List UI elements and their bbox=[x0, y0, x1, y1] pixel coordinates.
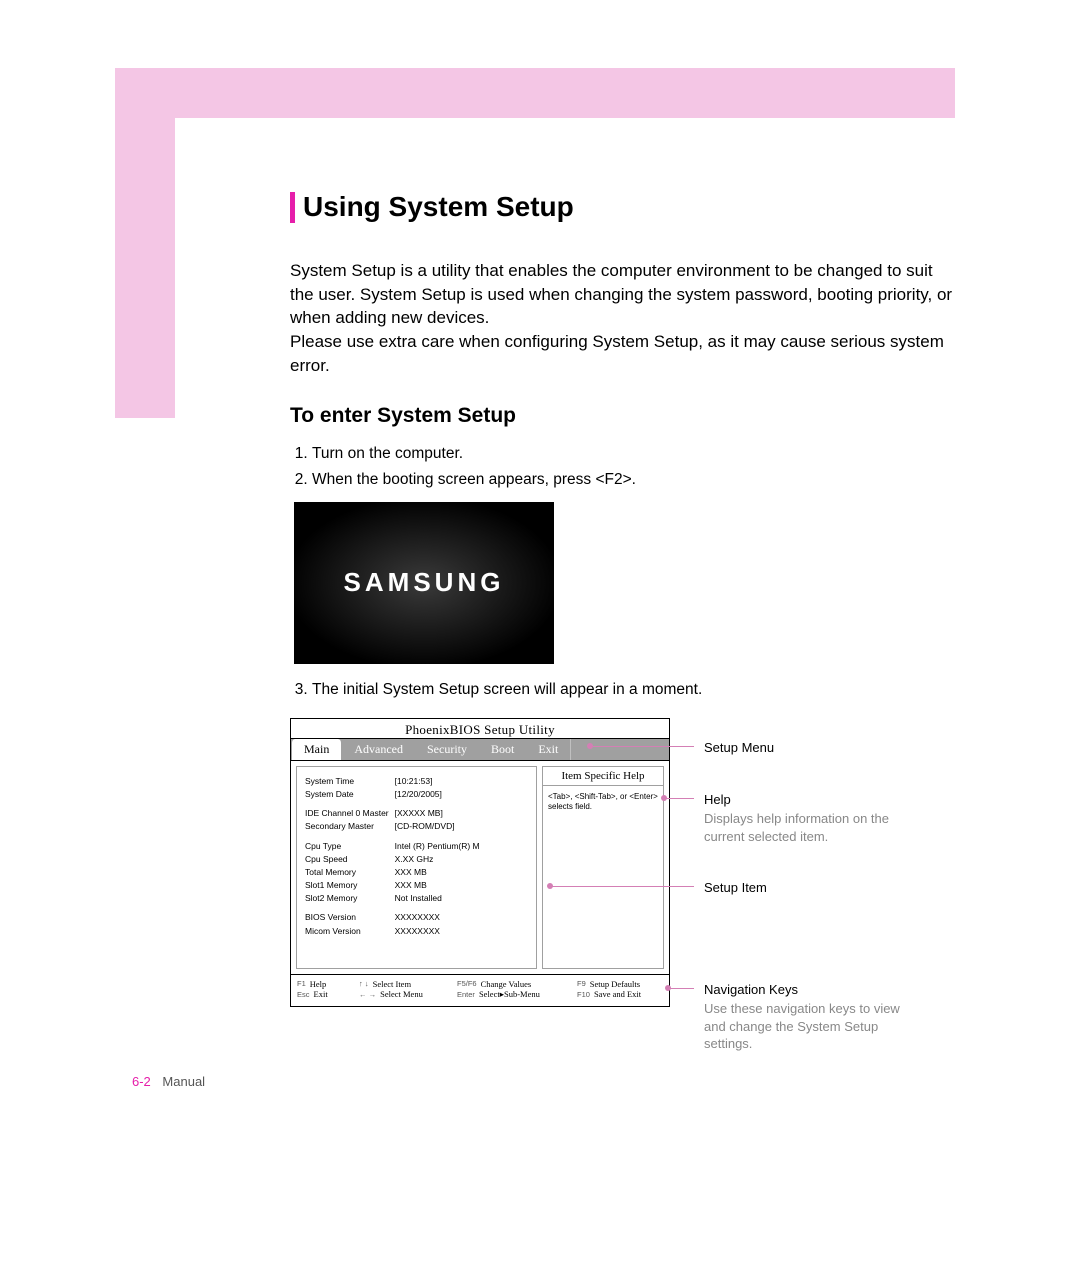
intro-paragraph: System Setup is a utility that enables t… bbox=[290, 259, 960, 378]
callout-setup-item-label: Setup Item bbox=[704, 879, 924, 897]
callout-setup-item: Setup Item bbox=[704, 879, 924, 897]
bios-nav-cell: F1 Help bbox=[297, 979, 359, 989]
bios-nav-key: ← → bbox=[359, 990, 376, 999]
bios-field-label: Total Memory bbox=[305, 866, 395, 879]
bios-nav-cell: ↑ ↓ Select Item bbox=[359, 979, 457, 989]
callout-line-nav bbox=[668, 988, 694, 989]
steps-list-cont: The initial System Setup screen will app… bbox=[312, 678, 960, 702]
boot-splash-text: SAMSUNG bbox=[344, 567, 505, 598]
section-subhead: To enter System Setup bbox=[290, 404, 960, 428]
bios-nav-bar: F1 Help ↑ ↓ Select Item F5/F6 Change Values F9… bbox=[291, 974, 669, 1006]
bios-nav-action: Select▸Sub-Menu bbox=[479, 989, 540, 1000]
bios-tab-spacer bbox=[570, 739, 669, 760]
bios-help-panel: Item Specific Help <Tab>, <Shift-Tab>, o… bbox=[542, 766, 664, 969]
bios-tab-advanced: Advanced bbox=[342, 739, 415, 760]
bios-nav-key: F10 bbox=[577, 990, 590, 999]
bios-nav-action: Save and Exit bbox=[594, 989, 641, 999]
callout-line-menu bbox=[590, 746, 694, 747]
step-1: Turn on the computer. bbox=[312, 442, 960, 466]
steps-list: Turn on the computer. When the booting s… bbox=[312, 442, 960, 492]
bios-window-title: PhoenixBIOS Setup Utility bbox=[291, 719, 669, 738]
bios-nav-action: Change Values bbox=[481, 979, 532, 989]
callout-nav-keys-label: Navigation Keys bbox=[704, 981, 924, 999]
bios-tab-security: Security bbox=[415, 739, 479, 760]
bios-field-label: Cpu Type bbox=[305, 840, 395, 853]
bios-field-value: XXX MB bbox=[395, 866, 486, 879]
bios-nav-row-1: F1 Help ↑ ↓ Select Item F5/F6 Change Values F9… bbox=[297, 979, 663, 989]
bios-field-value: [12/20/2005] bbox=[395, 788, 486, 801]
bios-nav-cell: F10 Save and Exit bbox=[577, 989, 663, 1000]
bios-field-value: XXXXXXXX bbox=[395, 911, 486, 924]
bios-figure-wrap: PhoenixBIOS Setup Utility Main Advanced … bbox=[290, 718, 960, 1007]
bios-field-value: XXX MB bbox=[395, 879, 486, 892]
footer-label: Manual bbox=[162, 1074, 205, 1089]
bios-nav-key: F9 bbox=[577, 979, 586, 988]
bios-nav-action: Select Menu bbox=[380, 989, 423, 999]
bios-nav-action: Select Item bbox=[373, 979, 411, 989]
callout-help: Help Displays help information on the cu… bbox=[704, 791, 924, 846]
bios-field-label: IDE Channel 0 Master bbox=[305, 807, 395, 820]
callout-nav-keys: Navigation Keys Use these navigation key… bbox=[704, 981, 924, 1053]
bios-nav-key: F5/F6 bbox=[457, 979, 477, 988]
bios-nav-cell: F5/F6 Change Values bbox=[457, 979, 577, 989]
step-2: When the booting screen appears, press <… bbox=[312, 468, 960, 492]
bios-nav-key: Enter bbox=[457, 990, 475, 999]
decorative-frame-top bbox=[115, 68, 955, 118]
bios-tab-main: Main bbox=[291, 739, 342, 760]
bios-field-value: Intel (R) Pentium(R) M bbox=[395, 840, 486, 853]
bios-tab-exit: Exit bbox=[526, 739, 570, 760]
bios-help-title: Item Specific Help bbox=[543, 767, 663, 786]
callout-setup-menu-label: Setup Menu bbox=[704, 739, 924, 757]
page-number: 6-2 bbox=[132, 1074, 151, 1089]
bios-field-value: XXXXXXXX bbox=[395, 925, 486, 938]
bios-field-label: Secondary Master bbox=[305, 820, 395, 833]
bios-nav-key: ↑ ↓ bbox=[359, 979, 369, 988]
bios-main-panel: System Time[10:21:53]System Date[12/20/2… bbox=[296, 766, 537, 969]
bios-field-label: BIOS Version bbox=[305, 911, 395, 924]
callout-line-item bbox=[550, 886, 694, 887]
page-content: Using System Setup System Setup is a uti… bbox=[290, 192, 960, 1007]
bios-nav-row-2: Esc Exit ← → Select Menu Enter Select▸Sub-Men… bbox=[297, 989, 663, 1000]
callout-help-desc: Displays help information on the current… bbox=[704, 810, 924, 845]
bios-window: PhoenixBIOS Setup Utility Main Advanced … bbox=[290, 718, 670, 1007]
callout-line-help bbox=[664, 798, 694, 799]
callout-setup-menu: Setup Menu bbox=[704, 739, 924, 757]
bios-nav-cell: Enter Select▸Sub-Menu bbox=[457, 989, 577, 1000]
decorative-frame-side bbox=[115, 68, 175, 418]
bios-field-label: Cpu Speed bbox=[305, 853, 395, 866]
bios-field-label: System Date bbox=[305, 788, 395, 801]
callout-nav-keys-desc: Use these navigation keys to view and ch… bbox=[704, 1000, 924, 1053]
bios-field-value: [XXXXX MB] bbox=[395, 807, 486, 820]
bios-nav-cell: Esc Exit bbox=[297, 989, 359, 1000]
bios-nav-key: F1 bbox=[297, 979, 306, 988]
bios-field-value: Not Installed bbox=[395, 892, 486, 905]
bios-field-value: [CD-ROM/DVD] bbox=[395, 820, 486, 833]
page-title: Using System Setup bbox=[290, 192, 960, 223]
bios-help-body: <Tab>, <Shift-Tab>, or <Enter> selects f… bbox=[543, 786, 663, 819]
page-footer: 6-2 Manual bbox=[132, 1074, 205, 1089]
bios-nav-cell: F9 Setup Defaults bbox=[577, 979, 663, 989]
bios-tab-boot: Boot bbox=[479, 739, 526, 760]
bios-field-label: Slot1 Memory bbox=[305, 879, 395, 892]
bios-settings-table: System Time[10:21:53]System Date[12/20/2… bbox=[305, 775, 486, 938]
step-3: The initial System Setup screen will app… bbox=[312, 678, 960, 702]
bios-nav-action: Help bbox=[310, 979, 327, 989]
bios-nav-action: Exit bbox=[314, 989, 328, 999]
bios-field-label: System Time bbox=[305, 775, 395, 788]
bios-field-label: Micom Version bbox=[305, 925, 395, 938]
bios-nav-action: Setup Defaults bbox=[590, 979, 640, 989]
callout-help-label: Help bbox=[704, 791, 924, 809]
bios-field-label: Slot2 Memory bbox=[305, 892, 395, 905]
bios-body: System Time[10:21:53]System Date[12/20/2… bbox=[291, 761, 669, 974]
bios-field-value: X.XX GHz bbox=[395, 853, 486, 866]
bios-tab-bar: Main Advanced Security Boot Exit bbox=[291, 738, 669, 761]
bios-nav-key: Esc bbox=[297, 990, 310, 999]
bios-field-value: [10:21:53] bbox=[395, 775, 486, 788]
bios-nav-cell: ← → Select Menu bbox=[359, 989, 457, 1000]
boot-splash-figure: SAMSUNG bbox=[294, 502, 554, 664]
